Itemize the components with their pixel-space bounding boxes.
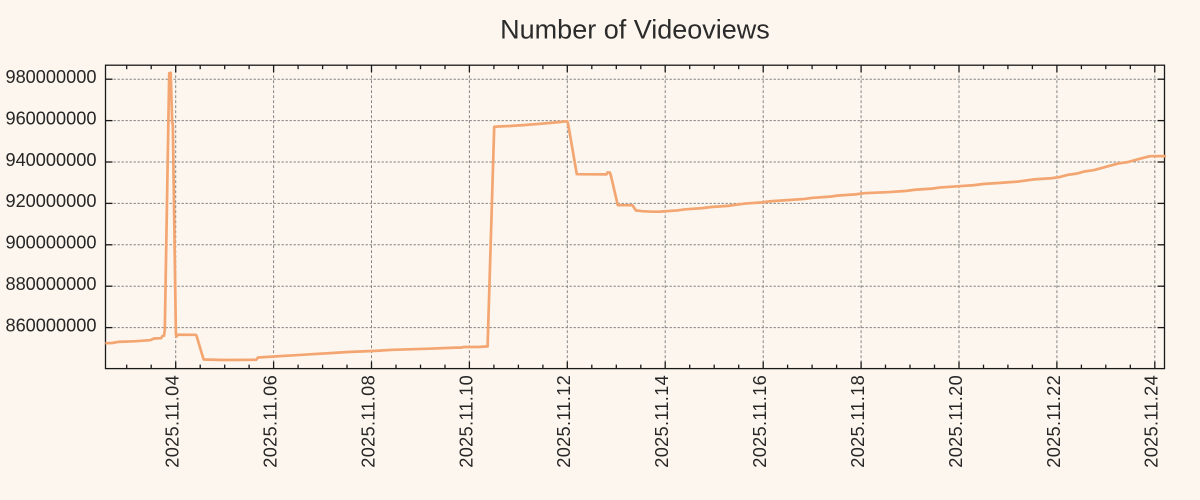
svg-text:900000000: 900000000 — [5, 233, 96, 253]
svg-text:940000000: 940000000 — [5, 150, 96, 170]
svg-text:2025.11.18: 2025.11.18 — [848, 375, 868, 468]
svg-text:980000000: 980000000 — [5, 67, 96, 87]
svg-text:Number of Videoviews: Number of Videoviews — [500, 15, 770, 45]
svg-text:2025.11.12: 2025.11.12 — [554, 375, 574, 468]
svg-text:2025.11.10: 2025.11.10 — [456, 375, 476, 468]
svg-text:960000000: 960000000 — [5, 108, 96, 128]
svg-text:2025.11.06: 2025.11.06 — [261, 375, 281, 468]
svg-text:2025.11.14: 2025.11.14 — [652, 375, 672, 468]
svg-text:2025.11.16: 2025.11.16 — [750, 375, 770, 468]
svg-text:2025.11.24: 2025.11.24 — [1142, 375, 1162, 468]
svg-text:2025.11.20: 2025.11.20 — [946, 375, 966, 468]
svg-text:920000000: 920000000 — [5, 191, 96, 211]
svg-text:2025.11.08: 2025.11.08 — [358, 375, 378, 468]
svg-text:2025.11.04: 2025.11.04 — [163, 375, 183, 468]
svg-text:2025.11.22: 2025.11.22 — [1044, 375, 1064, 468]
svg-text:880000000: 880000000 — [5, 274, 96, 294]
svg-text:860000000: 860000000 — [5, 315, 96, 335]
